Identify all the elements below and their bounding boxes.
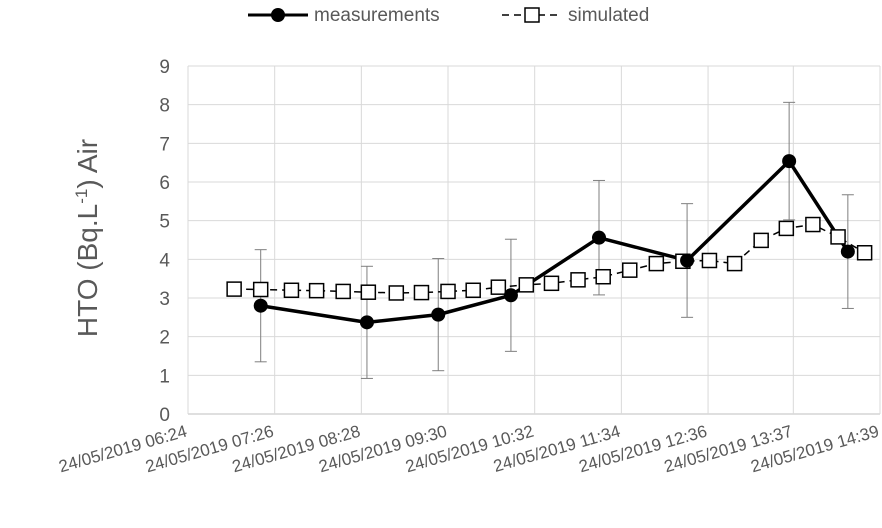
simulated-point <box>778 220 795 237</box>
y-tick-label: 7 <box>159 134 170 155</box>
y-axis-title-prefix: HTO (Bq.L <box>72 204 103 337</box>
simulated-point <box>360 284 377 300</box>
y-tick-label: 5 <box>159 212 170 233</box>
simulated-point <box>283 282 300 299</box>
measurements-point <box>592 230 607 245</box>
y-tick-label: 4 <box>159 250 170 271</box>
measurements-point <box>680 253 695 268</box>
simulated-point <box>805 216 821 233</box>
simulated-point <box>518 277 535 293</box>
measurements-point <box>431 307 446 322</box>
y-axis-title: HTO (Bq.L-1) Air <box>72 139 103 337</box>
simulated-point <box>856 245 873 261</box>
simulated-point <box>440 283 456 300</box>
y-axis-title-superscript: -1 <box>72 189 91 204</box>
measurements-line <box>260 159 850 325</box>
simulated-point <box>701 252 718 269</box>
gridlines <box>187 65 881 415</box>
legend: measurements simulated <box>248 5 649 26</box>
simulated-point <box>252 281 269 298</box>
simulated-point <box>648 255 665 272</box>
y-tick-label: 2 <box>159 328 170 349</box>
y-tick-label: 6 <box>159 173 170 194</box>
y-axis-ticks: 0 1 2 3 4 5 6 7 8 9 <box>159 57 170 426</box>
y-tick-label: 0 <box>159 405 170 426</box>
measurements-point <box>359 315 374 330</box>
y-tick-label: 9 <box>159 57 170 78</box>
simulated-point <box>335 283 351 300</box>
simulated-point <box>465 282 481 299</box>
simulated-point <box>595 268 611 285</box>
simulated-point <box>622 262 638 278</box>
simulated-point <box>388 285 405 301</box>
simulated-point <box>543 275 560 292</box>
simulated-point <box>413 284 430 301</box>
measurements-point <box>503 288 518 303</box>
measurements-point <box>840 244 855 259</box>
simulated-point <box>490 279 507 295</box>
legend-measurements-marker <box>271 8 285 22</box>
legend-simulated-marker <box>524 7 540 23</box>
y-axis-title-suffix: ) Air <box>72 139 103 189</box>
y-tick-label: 8 <box>159 96 170 117</box>
legend-simulated-label: simulated <box>568 5 649 26</box>
y-tick-label: 3 <box>159 289 170 310</box>
simulated-point <box>226 281 242 297</box>
legend-measurements-label: measurements <box>314 5 440 26</box>
legend-item-measurements: measurements <box>248 5 440 26</box>
y-tick-label: 1 <box>159 366 170 387</box>
measurements-point <box>782 154 797 169</box>
simulated-point <box>753 232 769 249</box>
series-markers <box>226 154 873 330</box>
simulated-point <box>308 282 325 299</box>
simulated-point <box>830 229 846 245</box>
simulated-point <box>726 255 743 272</box>
measurements-point <box>253 298 268 313</box>
legend-item-simulated: simulated <box>502 5 649 26</box>
simulated-point <box>570 272 586 288</box>
